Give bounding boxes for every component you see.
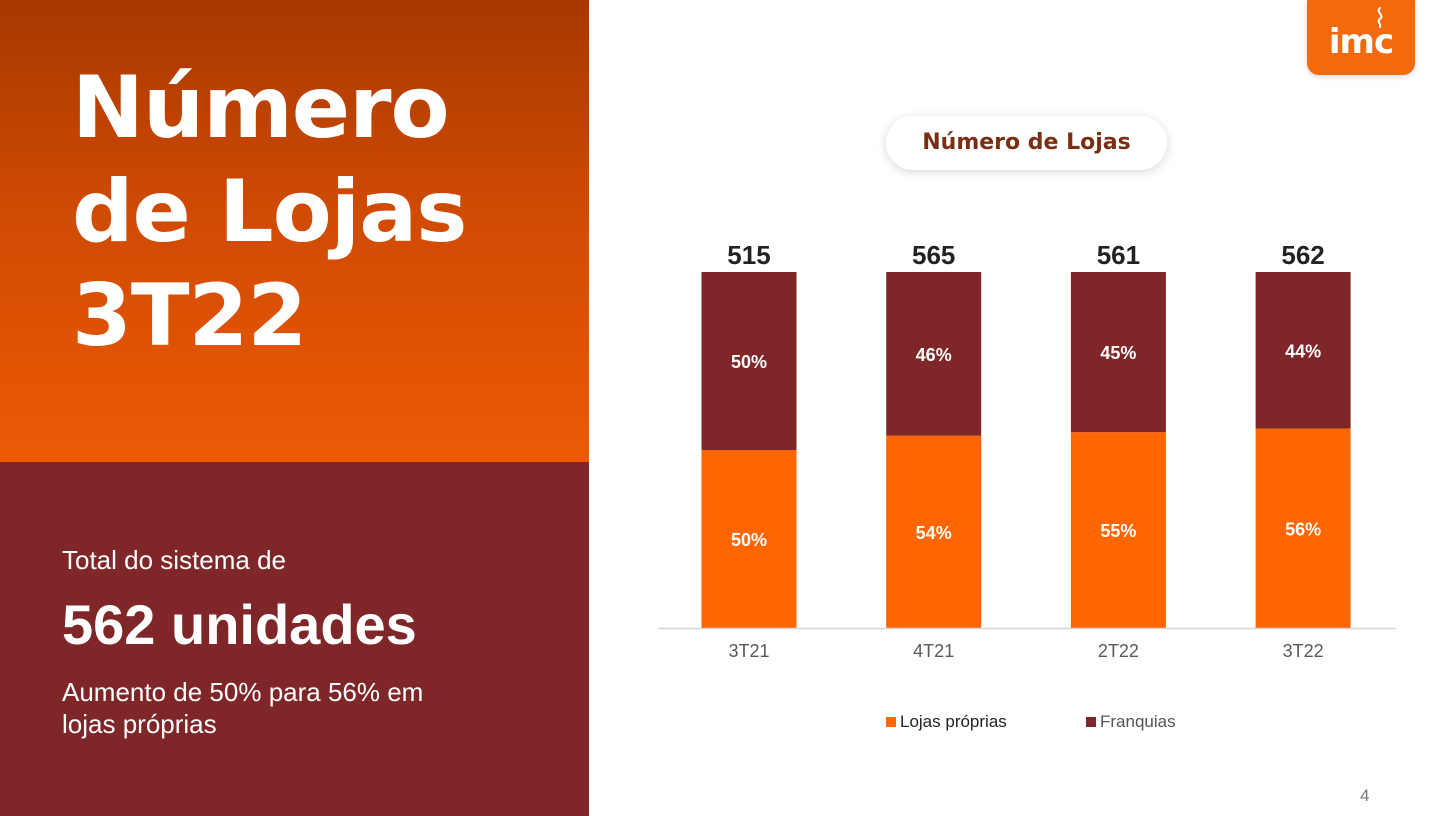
segment-data-label: 50% [731,530,767,550]
x-tick-label: 3T22 [1283,641,1324,661]
stacked-bar-chart: 50% 50% 515 3T21 54% 46% 565 4T21 55% 45% 561 2T22 5… [658,240,1396,661]
slide-title-line: 3T22 [72,266,307,366]
title-panel: Número de Lojas 3T22 [0,0,589,462]
segment-data-label: 56% [1285,519,1321,539]
system-total-label: Total do sistema de [62,545,287,575]
bar-segment-lojas-proprias [886,435,982,628]
slide-title: Número de Lojas 3T22 [72,56,467,368]
legend-label: Lojas próprias [900,712,1007,731]
x-tick-label: 2T22 [1098,641,1139,661]
bar-segment-franquias [701,272,797,450]
logo-text: imc [1328,22,1394,62]
segment-data-label: 46% [916,345,952,365]
slide-title-line: Número [72,58,450,158]
bar-total-label: 561 [1097,240,1140,270]
bar-segment-franquias [886,272,982,436]
segment-data-label: 55% [1100,521,1136,541]
segment-data-label: 54% [916,523,952,543]
steam-icon [1377,7,1383,28]
bar-total-label: 562 [1281,240,1324,270]
x-tick-label: 3T21 [728,641,769,661]
summary-panel [0,462,589,816]
chart-title: Número de Lojas [886,116,1167,170]
x-tick-label: 4T21 [913,641,954,661]
segment-data-label: 45% [1100,343,1136,363]
bar-segment-franquias [1070,272,1166,433]
bar-total-label: 515 [727,240,770,270]
legend-swatch [1086,717,1096,727]
page-number: 4 [1360,786,1370,805]
bar-segment-franquias [1255,272,1351,429]
segment-data-label: 50% [731,352,767,372]
bar-total-label: 565 [912,240,955,270]
legend-swatch [886,717,896,727]
system-total-value: 562 unidades [62,593,417,656]
bar-segment-lojas-proprias [1255,428,1351,628]
legend-label: Franquias [1100,712,1176,731]
bar-segment-lojas-proprias [701,450,797,628]
legend-item-franquias: Franquias [1086,712,1176,732]
segment-data-label: 44% [1285,341,1321,361]
imc-logo: imc [1307,0,1415,75]
bar-segment-lojas-proprias [1070,432,1166,628]
system-note: Aumento de 50% para 56% em lojas própria… [62,677,424,739]
legend-item-lojas-proprias: Lojas próprias [886,712,1007,732]
slide-title-line: de Lojas [72,162,467,262]
